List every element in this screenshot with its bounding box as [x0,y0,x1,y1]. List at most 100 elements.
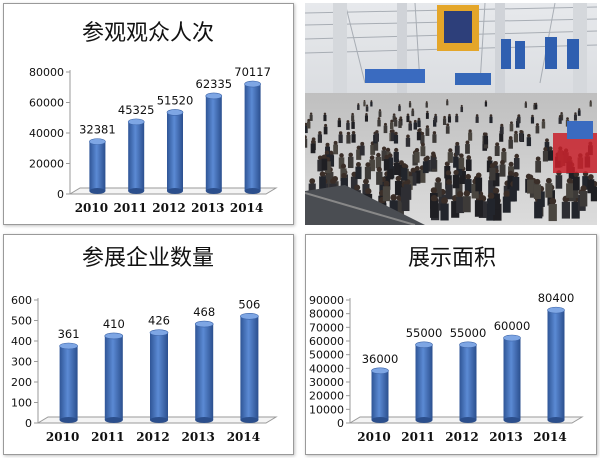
y-tick-label: 40000 [309,362,344,375]
y-tick-label: 90000 [309,294,344,307]
bar-body [128,121,145,191]
bar-2011 [415,341,433,423]
bar-base [547,417,565,423]
bar-top [194,320,214,328]
bar-2014 [240,312,259,423]
bar-base [240,417,259,423]
bar-top [59,342,78,350]
bar-base [195,417,214,423]
x-tick-label: 2011 [113,201,146,215]
bar-2010 [89,138,106,194]
data-label: 361 [58,327,80,341]
bar-body [150,332,168,420]
x-tick-label: 2013 [489,430,522,444]
x-tick-label: 2012 [136,430,169,444]
x-tick-label: 2014 [230,201,263,215]
bar-top [244,80,261,88]
bar-body [59,345,78,420]
bar-top [240,312,259,320]
y-tick-label: 40000 [29,127,64,140]
visitors-chart: 参观观众人次 0 20000 40000 60000 80000 32381 2010 4532… [29,21,278,215]
bar-2011 [104,332,124,423]
data-label: 51520 [157,93,194,107]
bar-body [244,84,261,191]
bar-base [128,188,145,194]
data-label: 468 [193,305,215,319]
x-tick-label: 2014 [533,430,566,444]
y-tick-label: 60000 [29,97,64,110]
x-tick-label: 2012 [445,430,478,444]
bar-top [104,332,124,340]
bar-top [371,367,389,375]
bar-2013 [194,320,214,423]
chart-title: 参观观众人次 [82,21,214,46]
bar-body [415,344,433,420]
y-tick-label: 400 [11,335,32,348]
bar-body [371,370,389,420]
bar-base [459,417,477,423]
bar-top [547,306,565,314]
data-label: 426 [148,314,170,328]
chart-title: 参展企业数量 [82,246,214,271]
bar-top [205,92,223,100]
bar-2012 [459,341,477,423]
bar-body [205,95,222,191]
data-label: 62335 [196,77,233,91]
bar-2013 [503,334,521,423]
bar-top [166,109,184,116]
y-tick-label: 300 [11,356,32,369]
bar-top [127,118,145,126]
bar-base [503,417,521,423]
data-label: 506 [238,297,260,311]
bar-base [205,188,222,194]
y-tick-label: 0 [57,188,64,201]
bar-body [459,344,477,420]
data-label: 60000 [494,319,531,333]
y-tick-label: 80000 [309,308,344,321]
x-tick-label: 2013 [191,201,224,215]
y-tick-label: 200 [11,376,32,389]
y-tick-label: 20000 [29,158,64,171]
y-tick-label: 0 [337,417,344,430]
x-tick-label: 2012 [152,201,185,215]
x-tick-label: 2013 [181,430,214,444]
y-tick-label: 100 [11,397,32,410]
data-label: 36000 [362,352,399,366]
bar-base [244,188,261,194]
bar-2013 [205,92,223,194]
bar-body [503,338,521,420]
bar-2011 [127,118,145,194]
bar-body [167,112,183,191]
bar-2010 [371,367,389,423]
bar-base [167,188,183,194]
data-label: 32381 [79,123,116,137]
bar-top [415,341,433,349]
y-tick-label: 20000 [309,390,344,403]
exhibition-hall-photo [305,3,597,225]
y-tick-label: 0 [25,417,32,430]
y-tick-label: 30000 [309,376,344,389]
x-tick-label: 2014 [227,430,260,444]
visitors-chart-panel: 参观观众人次 0 20000 40000 60000 80000 32381 2010 4532… [3,3,294,225]
chart-title: 展示面积 [408,246,496,271]
bar-top [149,329,169,336]
bar-base [89,188,106,194]
x-tick-label: 2010 [46,430,79,444]
x-tick-label: 2011 [91,430,124,444]
data-label: 55000 [450,326,487,340]
bar-2014 [244,80,261,194]
exhibition-hall-image [305,3,597,225]
exhibition-area-chart: 展示面积010000200003000040000500006000070000… [309,246,584,444]
bar-2010 [59,342,78,423]
bar-body [104,335,123,420]
exhibition-area-chart-panel: 展示面积 0 10000 20000 30000 40000 50000 60000 70000… [305,234,597,455]
bar-body [89,141,106,191]
bar-2012 [149,329,169,423]
x-tick-label: 2011 [401,430,434,444]
bar-body [547,310,565,420]
exhibitors-chart: 参展企业数量 0 100 200 300 400 500 600 361 2010 410 2011 4… [11,246,278,444]
exhibitors-chart-panel: 参展企业数量 0 100 200 300 400 500 600 361 2010 410 2011 4… [3,234,294,455]
y-tick-label: 500 [11,315,32,328]
y-tick-label: 70000 [309,321,344,334]
x-tick-label: 2010 [75,201,108,215]
